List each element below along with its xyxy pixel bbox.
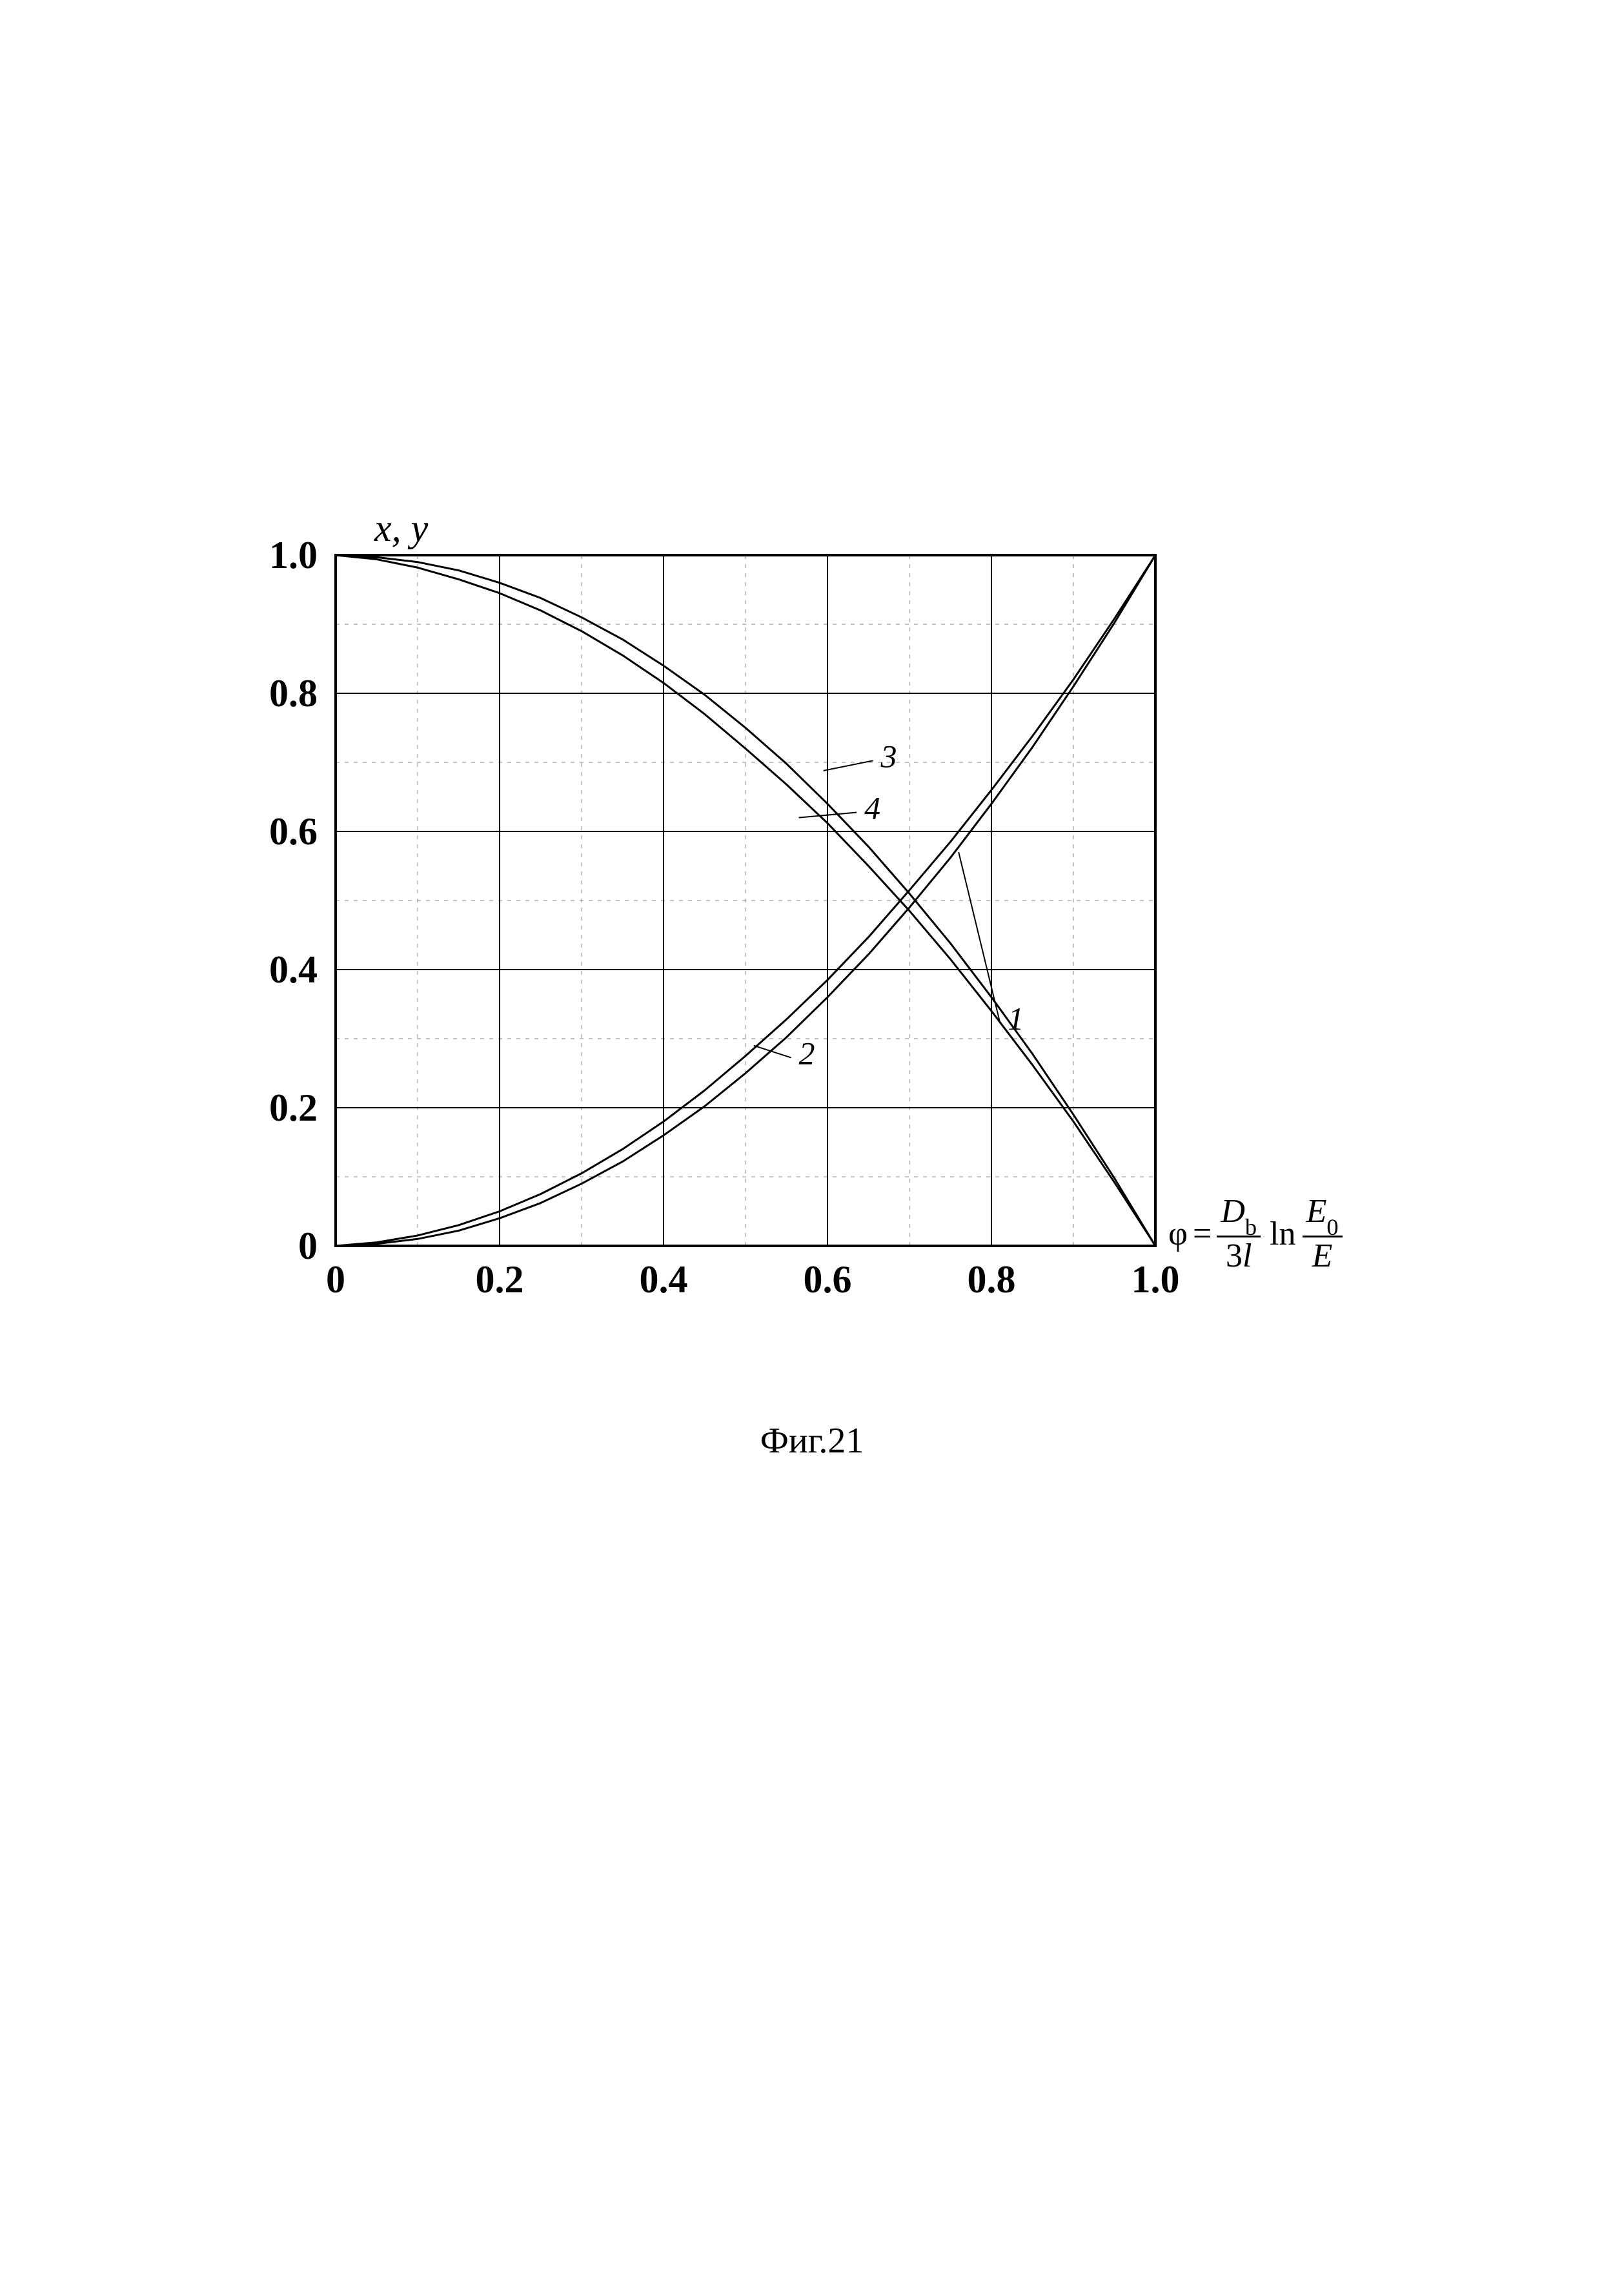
curve-label-4: 4 xyxy=(864,790,880,826)
fraction-Db-3l: Db 3l xyxy=(1217,1194,1261,1274)
ytick-label: 1.0 xyxy=(269,534,318,576)
ytick-label: 0.2 xyxy=(269,1086,318,1129)
xtick-label: 0.6 xyxy=(804,1258,852,1301)
ytick-label: 0.4 xyxy=(269,948,318,991)
xtick-label: 0.8 xyxy=(968,1258,1016,1301)
E-symbol: E xyxy=(1312,1237,1333,1274)
xtick-label: 0.2 xyxy=(476,1258,524,1301)
ytick-label: 0 xyxy=(298,1225,318,1267)
curve-label-3: 3 xyxy=(880,738,897,774)
figure-caption: Фиг.21 xyxy=(0,1420,1624,1461)
x-axis-formula: φ = Db 3l ln E0 E xyxy=(1168,1194,1343,1274)
E0-subscript: 0 xyxy=(1326,1214,1338,1240)
ytick-label: 0.6 xyxy=(269,810,318,853)
three-symbol: 3 xyxy=(1226,1237,1243,1274)
phi-symbol: φ xyxy=(1168,1215,1188,1253)
D-symbol: D xyxy=(1221,1193,1245,1230)
equals-sign: = xyxy=(1188,1215,1217,1253)
page-root: 123400.20.40.60.81.000.20.40.60.81.0x, y… xyxy=(0,0,1624,2280)
chart-svg: 123400.20.40.60.81.000.20.40.60.81.0x, y xyxy=(239,510,1401,1414)
ln-symbol: ln xyxy=(1261,1215,1302,1253)
xtick-label: 0 xyxy=(326,1258,345,1301)
y-axis-label: x, y xyxy=(374,510,429,549)
E0-symbol: E xyxy=(1306,1193,1327,1230)
curve-label-1: 1 xyxy=(1008,1001,1024,1037)
curve-label-2: 2 xyxy=(799,1035,815,1071)
ytick-label: 0.8 xyxy=(269,672,318,715)
l-symbol: l xyxy=(1243,1237,1252,1274)
D-subscript: b xyxy=(1245,1214,1257,1240)
chart-container: 123400.20.40.60.81.000.20.40.60.81.0x, y… xyxy=(239,510,1401,1414)
fraction-E0-E: E0 E xyxy=(1303,1194,1343,1274)
xtick-label: 0.4 xyxy=(640,1258,688,1301)
